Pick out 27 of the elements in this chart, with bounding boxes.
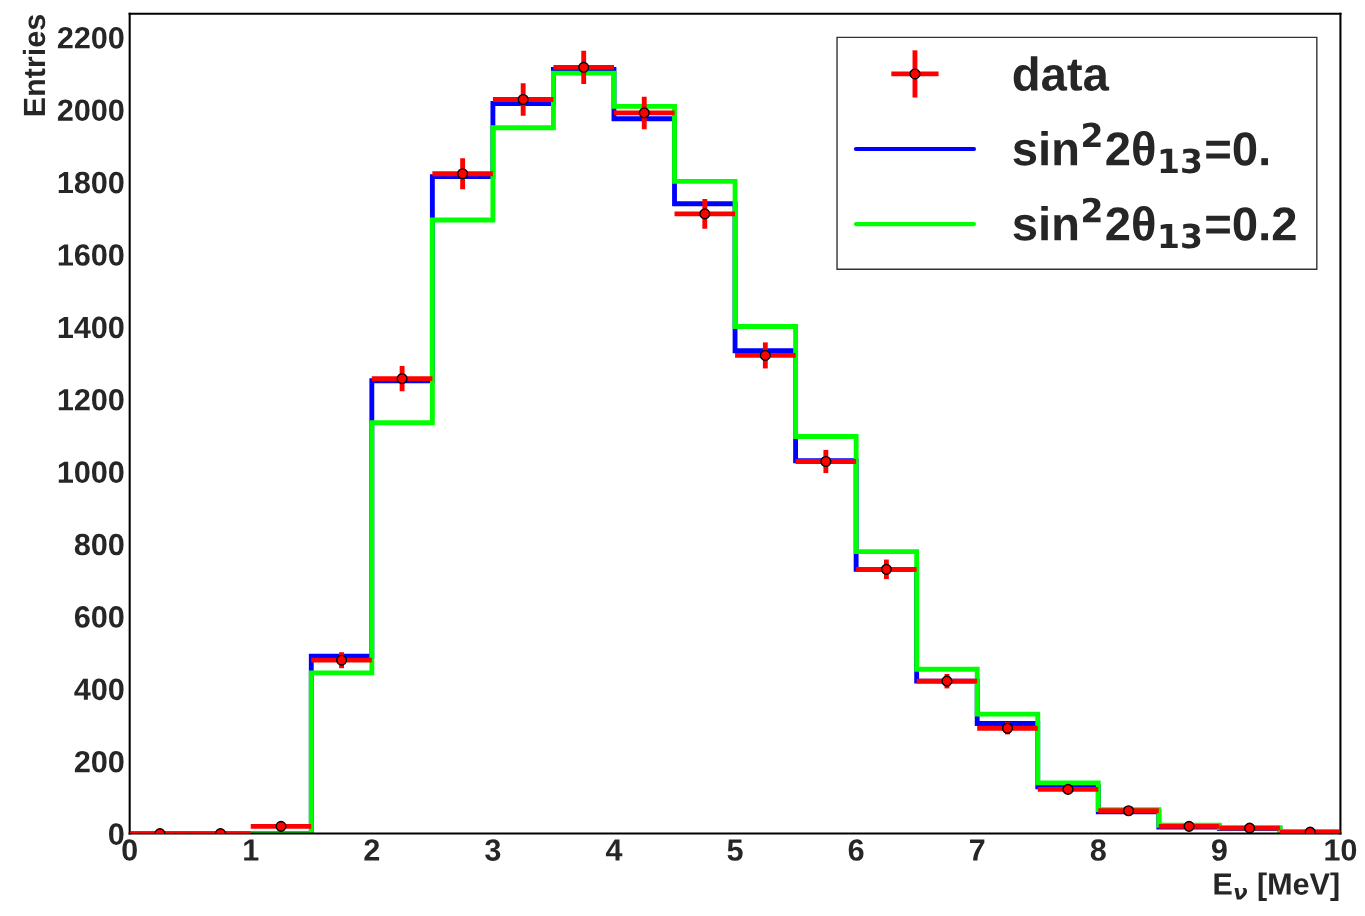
x-tick-label: 5 [727,839,743,861]
legend-label: sin$^{2}$2θ$_{13}$=0. [1013,122,1268,174]
y-tick-label: 800 [74,533,124,556]
y-tick-label: 1600 [58,244,124,266]
y-tick-label: 2000 [57,99,124,122]
x-tick-label: 6 [848,839,864,861]
x-tick-label: 8 [1090,839,1106,861]
y-tick-label: 200 [74,750,124,773]
y-axis-title: Entries [22,14,46,116]
x-tick-label: 3 [485,839,501,861]
x-tick-label: 1 [244,839,259,861]
y-tick-label: 600 [74,606,124,628]
y-tick-label: 2200 [57,27,124,49]
legend-label: sin$^{2}$2θ$_{13}$=0.2 [1013,197,1296,249]
legend-label: data [1013,56,1110,91]
y-tick-label: 1200 [58,388,124,411]
x-tick-label: 2 [364,839,380,861]
y-tick-label: 1800 [58,171,124,194]
y-tick-label: 1400 [58,316,124,339]
y-tick-label: 0 [109,823,124,845]
y-tick-label: 400 [74,678,124,701]
x-tick-label: 9 [1211,839,1227,861]
x-tick-label: 4 [605,839,623,861]
y-tick-label: 1000 [58,461,124,483]
x-tick-label: 10 [1325,839,1357,861]
x-axis-title: E$_{ν}$ [MeV] [1214,872,1339,901]
x-tick-label: 7 [970,839,985,861]
